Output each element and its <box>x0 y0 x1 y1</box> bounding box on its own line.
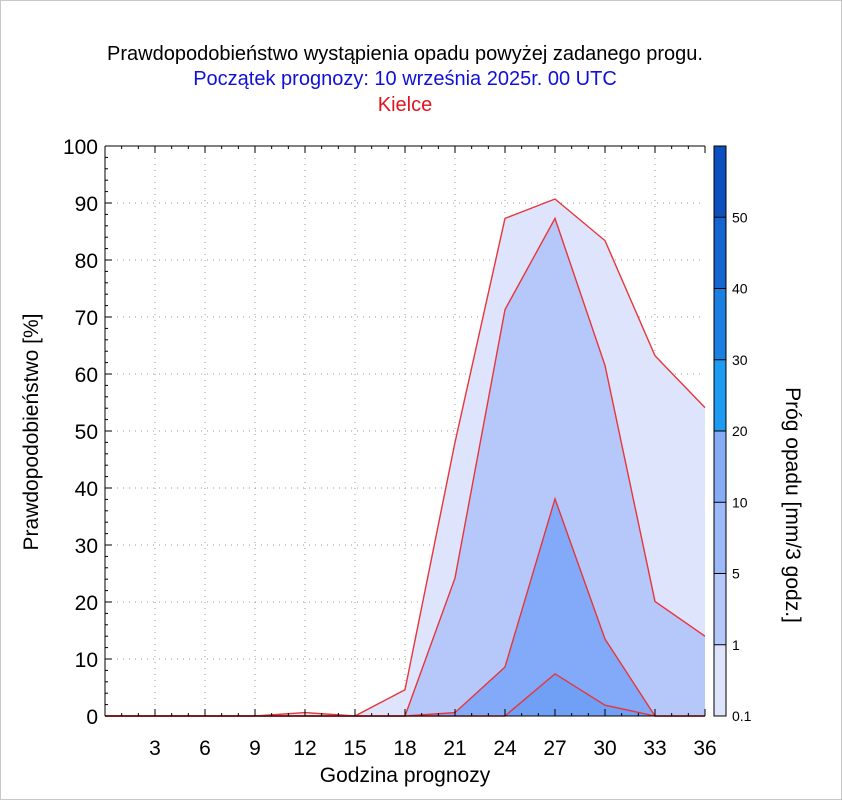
chart-title: Prawdopodobieństwo wystąpienia opadu pow… <box>107 43 703 65</box>
x-tick-label: 27 <box>543 737 566 760</box>
x-tick-label: 3 <box>149 737 161 760</box>
y-tick-label: 0 <box>86 706 98 729</box>
x-tick-label: 15 <box>343 737 366 760</box>
x-tick-label: 21 <box>443 737 466 760</box>
y-tick-label: 20 <box>75 592 98 615</box>
colorbar-segment <box>714 644 726 716</box>
colorbar-tick-label: 5 <box>732 566 740 582</box>
x-tick-label: 9 <box>249 737 261 760</box>
colorbar-segment <box>714 502 726 574</box>
colorbar-tick-label: 10 <box>732 494 748 510</box>
x-tick-label: 36 <box>693 737 716 760</box>
colorbar-segment <box>714 359 726 431</box>
colorbar-tick-label: 20 <box>732 423 748 439</box>
x-tick-label: 6 <box>199 737 211 760</box>
x-tick-label: 30 <box>593 737 616 760</box>
x-axis-label: Godzina prognozy <box>320 764 491 787</box>
colorbar-tick-label: 0.1 <box>732 708 752 724</box>
colorbar-segment <box>714 217 726 289</box>
colorbar-segment <box>714 431 726 503</box>
area-threshold-10 <box>105 673 705 716</box>
chart-subtitle: Początek prognozy: 10 września 2025r. 00… <box>193 68 617 90</box>
y-tick-label: 70 <box>75 307 98 330</box>
x-tick-label: 12 <box>293 737 316 760</box>
y-tick-label: 100 <box>63 136 98 159</box>
x-tick-label: 18 <box>393 737 416 760</box>
y-tick-label: 10 <box>75 649 98 672</box>
colorbar-tick-label: 40 <box>732 281 748 297</box>
y-tick-label: 30 <box>75 535 98 558</box>
area-threshold-5 <box>105 498 705 716</box>
y-tick-label: 60 <box>75 364 98 387</box>
colorbar-tick-label: 50 <box>732 209 748 225</box>
colorbar-tick-label: 1 <box>732 637 740 653</box>
colorbar-segment <box>714 146 726 218</box>
y-tick-label: 80 <box>75 250 98 273</box>
x-tick-label: 33 <box>643 737 666 760</box>
y-tick-label: 40 <box>75 478 98 501</box>
chart-location: Kielce <box>378 94 432 116</box>
plot-area: 3 6 9 12 15 18 21 24 27 30 33 360102030405060708090… <box>63 136 752 760</box>
colorbar-segment <box>714 573 726 645</box>
colorbar-label: Próg opadu [mm/3 godz.] <box>781 387 804 623</box>
y-tick-label: 90 <box>75 193 98 216</box>
x-tick-label: 24 <box>493 737 517 760</box>
colorbar-tick-label: 30 <box>732 352 748 368</box>
y-tick-label: 50 <box>75 421 98 444</box>
colorbar-segment <box>714 288 726 360</box>
y-axis-label: Prawdopodobieństwo [%] <box>20 314 43 551</box>
